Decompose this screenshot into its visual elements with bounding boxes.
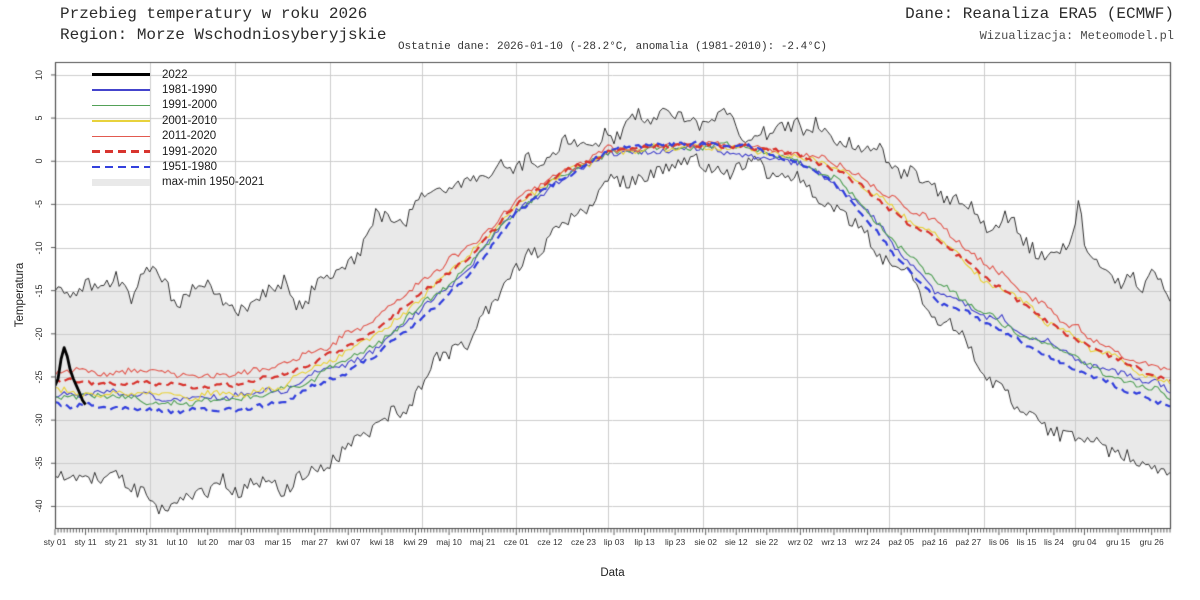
line-swatch (92, 120, 150, 122)
line-swatch (92, 89, 150, 91)
x-tick-label: lut 20 (197, 537, 219, 547)
y-tick-label: 5 (34, 115, 44, 121)
line-swatch (92, 104, 150, 107)
x-tick-label: kwi 18 (369, 537, 394, 547)
y-tick-label: 10 (34, 69, 44, 80)
x-tick-label: cze 23 (570, 537, 596, 547)
legend-label: max-min 1950-2021 (162, 176, 265, 189)
legend-item-2011-2020: 2011-2020 (92, 129, 264, 144)
legend-label: 1981-1990 (162, 84, 217, 97)
legend-item-1991-2020: 1991-2020 (92, 144, 264, 159)
legend-label: 1951-1980 (162, 161, 217, 174)
x-tick-label: sie 22 (755, 537, 779, 547)
legend-item-1991-2000: 1991-2000 (92, 98, 264, 113)
x-tick-label: gru 15 (1106, 537, 1131, 547)
x-tick-label: sty 31 (135, 537, 158, 547)
x-tick-label: cze 12 (537, 537, 563, 547)
x-tick-label: mar 03 (228, 537, 255, 547)
x-tick-label: sie 02 (694, 537, 717, 547)
y-tick-label: 0 (34, 158, 44, 164)
legend-label: 1991-2020 (162, 145, 217, 158)
x-tick-label: mar 15 (264, 537, 292, 547)
x-tick-label: lip 23 (664, 537, 686, 547)
x-tick-label: sty 01 (43, 537, 67, 547)
x-tick-label: kwi 29 (403, 537, 428, 547)
y-tick-label: -30 (34, 413, 44, 427)
y-tick-label: -5 (34, 200, 44, 209)
legend-label: 1991-2000 (162, 99, 217, 112)
y-tick-label: -20 (34, 327, 44, 341)
legend-label: 2011-2020 (162, 130, 217, 143)
legend-label: 2022 (162, 68, 188, 81)
y-axis-title: Temperatura (14, 262, 26, 328)
x-tick-label: mar 27 (301, 537, 328, 547)
x-tick-label: gru 26 (1139, 537, 1164, 547)
y-tick-label: -15 (34, 284, 44, 298)
x-tick-label: paź 05 (888, 537, 914, 547)
legend-item-2022: 2022 (92, 67, 264, 82)
x-axis-title: Data (600, 567, 625, 579)
x-tick-label: sty 21 (104, 537, 128, 547)
x-tick-label: lip 13 (634, 537, 655, 547)
x-tick-label: sie 12 (724, 537, 748, 547)
last-data-subtitle: Ostatnie dane: 2026-01-10 (-28.2°C, anom… (397, 41, 828, 53)
line-swatch (92, 135, 150, 137)
band-swatch (92, 178, 150, 186)
x-tick-label: maj 10 (436, 537, 462, 547)
legend-item-max-min-1950-2021: max-min 1950-2021 (92, 175, 264, 190)
legend-item-1981-1990: 1981-1990 (92, 82, 264, 97)
chart-title: Przebieg temperatury w roku 2026 (60, 5, 368, 23)
visualization-credit: Wizualizacja: Meteomodel.pl (979, 29, 1174, 43)
x-tick-label: lis 06 (989, 537, 1009, 547)
y-tick-label: -40 (34, 499, 44, 513)
x-tick-label: kwi 07 (336, 537, 361, 547)
x-tick-label: wrz 13 (821, 537, 847, 547)
line-swatch (92, 150, 150, 153)
legend-label: 2001-2010 (162, 114, 217, 127)
line-swatch (92, 73, 150, 77)
x-tick-label: wrz 24 (855, 537, 881, 547)
x-tick-label: wrz 02 (787, 537, 813, 547)
x-tick-label: paź 27 (955, 537, 982, 547)
x-tick-label: cze 01 (503, 537, 529, 547)
data-source-label: Dane: Reanaliza ERA5 (ECMWF) (905, 5, 1174, 23)
x-tick-label: maj 21 (469, 537, 496, 547)
x-tick-label: paź 16 (922, 537, 948, 547)
x-tick-label: lip 03 (603, 537, 625, 547)
x-tick-label: lut 10 (166, 537, 188, 547)
chart-legend: 2022 1981-1990 1991-2000 2001-2010 2011-2020… (92, 67, 264, 190)
line-swatch (92, 165, 150, 169)
y-tick-label: -25 (34, 370, 44, 384)
y-tick-label: -10 (34, 241, 44, 255)
x-tick-label: lis 24 (1043, 537, 1064, 547)
legend-item-1951-1980: 1951-1980 (92, 159, 264, 174)
x-tick-label: lis 15 (1016, 537, 1037, 547)
legend-item-2001-2010: 2001-2010 (92, 113, 264, 128)
x-tick-label: gru 04 (1072, 537, 1097, 547)
x-tick-label: sty 11 (74, 537, 97, 547)
y-tick-label: -35 (34, 456, 44, 470)
chart-region-subtitle: Region: Morze Wschodniosyberyjskie (60, 26, 387, 44)
